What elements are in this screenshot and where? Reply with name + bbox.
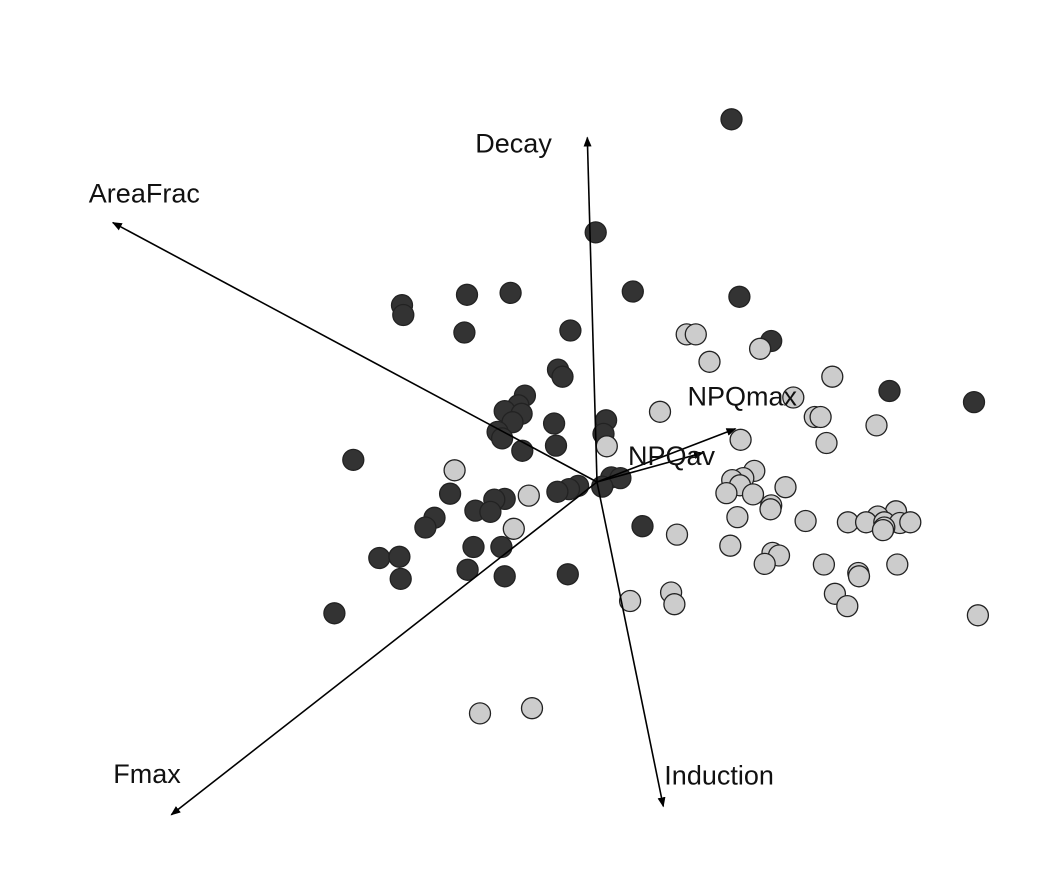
scatter-point [720,108,743,131]
scatter-point [584,221,607,244]
scatter-point [865,414,888,437]
scatter-point [388,545,411,568]
scatter-point [499,281,522,305]
vector-label-fmax: Fmax [113,759,181,789]
vector-label-npqav: NPQav [628,441,716,471]
scatter-point [462,535,485,559]
scatter-point [962,390,986,414]
scatter-point [490,535,513,559]
scatter-point [559,319,582,342]
scatter-point [753,552,776,576]
scatter-point [556,563,579,586]
scatter-point [871,518,895,542]
scatter-point [443,459,466,482]
scatter-point [812,553,836,576]
vector-arrow-induction [596,481,666,808]
scatter-point [479,500,502,524]
scatter-point [821,365,844,388]
scatter-point [759,498,782,521]
scatter-point [389,567,412,591]
scatter-point [886,553,909,576]
scatter-point [595,435,618,458]
vector-label-induction: Induction [664,760,774,790]
scatter-point [741,483,765,506]
vector-arrow-fmax [170,481,598,816]
scatter-point [392,303,415,327]
scatter-point [726,505,749,529]
scatter-point [899,511,922,534]
scatter-point [453,321,476,344]
vector-arrow-npqav [596,451,704,483]
scatter-point [715,481,738,505]
scatter-point [342,448,365,472]
scatter-point [414,516,437,539]
scatter-point [748,337,772,360]
scatter-point [511,439,534,462]
vector-arrow-areafrac [111,221,598,483]
scatter-point [698,350,721,373]
vector-label-areafrac: AreaFrac [89,179,200,209]
scatter-point [368,546,391,570]
scatter-point [542,412,566,435]
scatter-point [729,428,752,451]
scatter-point [468,702,492,725]
vectors-layer [111,136,737,816]
scatter-point [663,593,686,616]
scatter-point [815,431,838,455]
scatter-point [456,558,479,581]
scatter-point [323,602,346,625]
scatter-point [648,400,672,423]
vector-arrow-decay [583,136,598,483]
scatter-point [878,379,901,403]
scatter-point [847,565,871,588]
points-layer [323,108,990,725]
scatter-point [631,515,654,538]
scatter-point [438,482,462,505]
vector-label-decay: Decay [475,129,552,159]
scatter-point [520,697,544,720]
scatter-point [544,434,568,457]
scatter-point [517,484,540,507]
vector-label-npqmax: NPQmax [688,382,798,412]
scatter-point [684,323,707,346]
scatter-point [728,285,751,308]
vector-labels-layer: Decay AreaFrac NPQmax NPQav Fmax Induction [89,129,798,791]
scatter-point [665,523,689,546]
scatter-point [455,283,479,306]
scatter-point [719,534,742,557]
scatter-point [794,509,817,533]
scatter-point [546,480,569,503]
scatter-point [493,565,516,588]
scatter-point [782,386,805,409]
scatter-point [551,365,574,388]
scatter-point [502,517,525,540]
scatter-point [774,476,797,499]
scatter-point [966,604,990,627]
scatter-point [618,589,642,613]
vector-arrow-npqmax [596,427,737,483]
scatter-point [836,594,859,618]
scatter-point [809,405,832,429]
scatter-point [621,280,644,303]
